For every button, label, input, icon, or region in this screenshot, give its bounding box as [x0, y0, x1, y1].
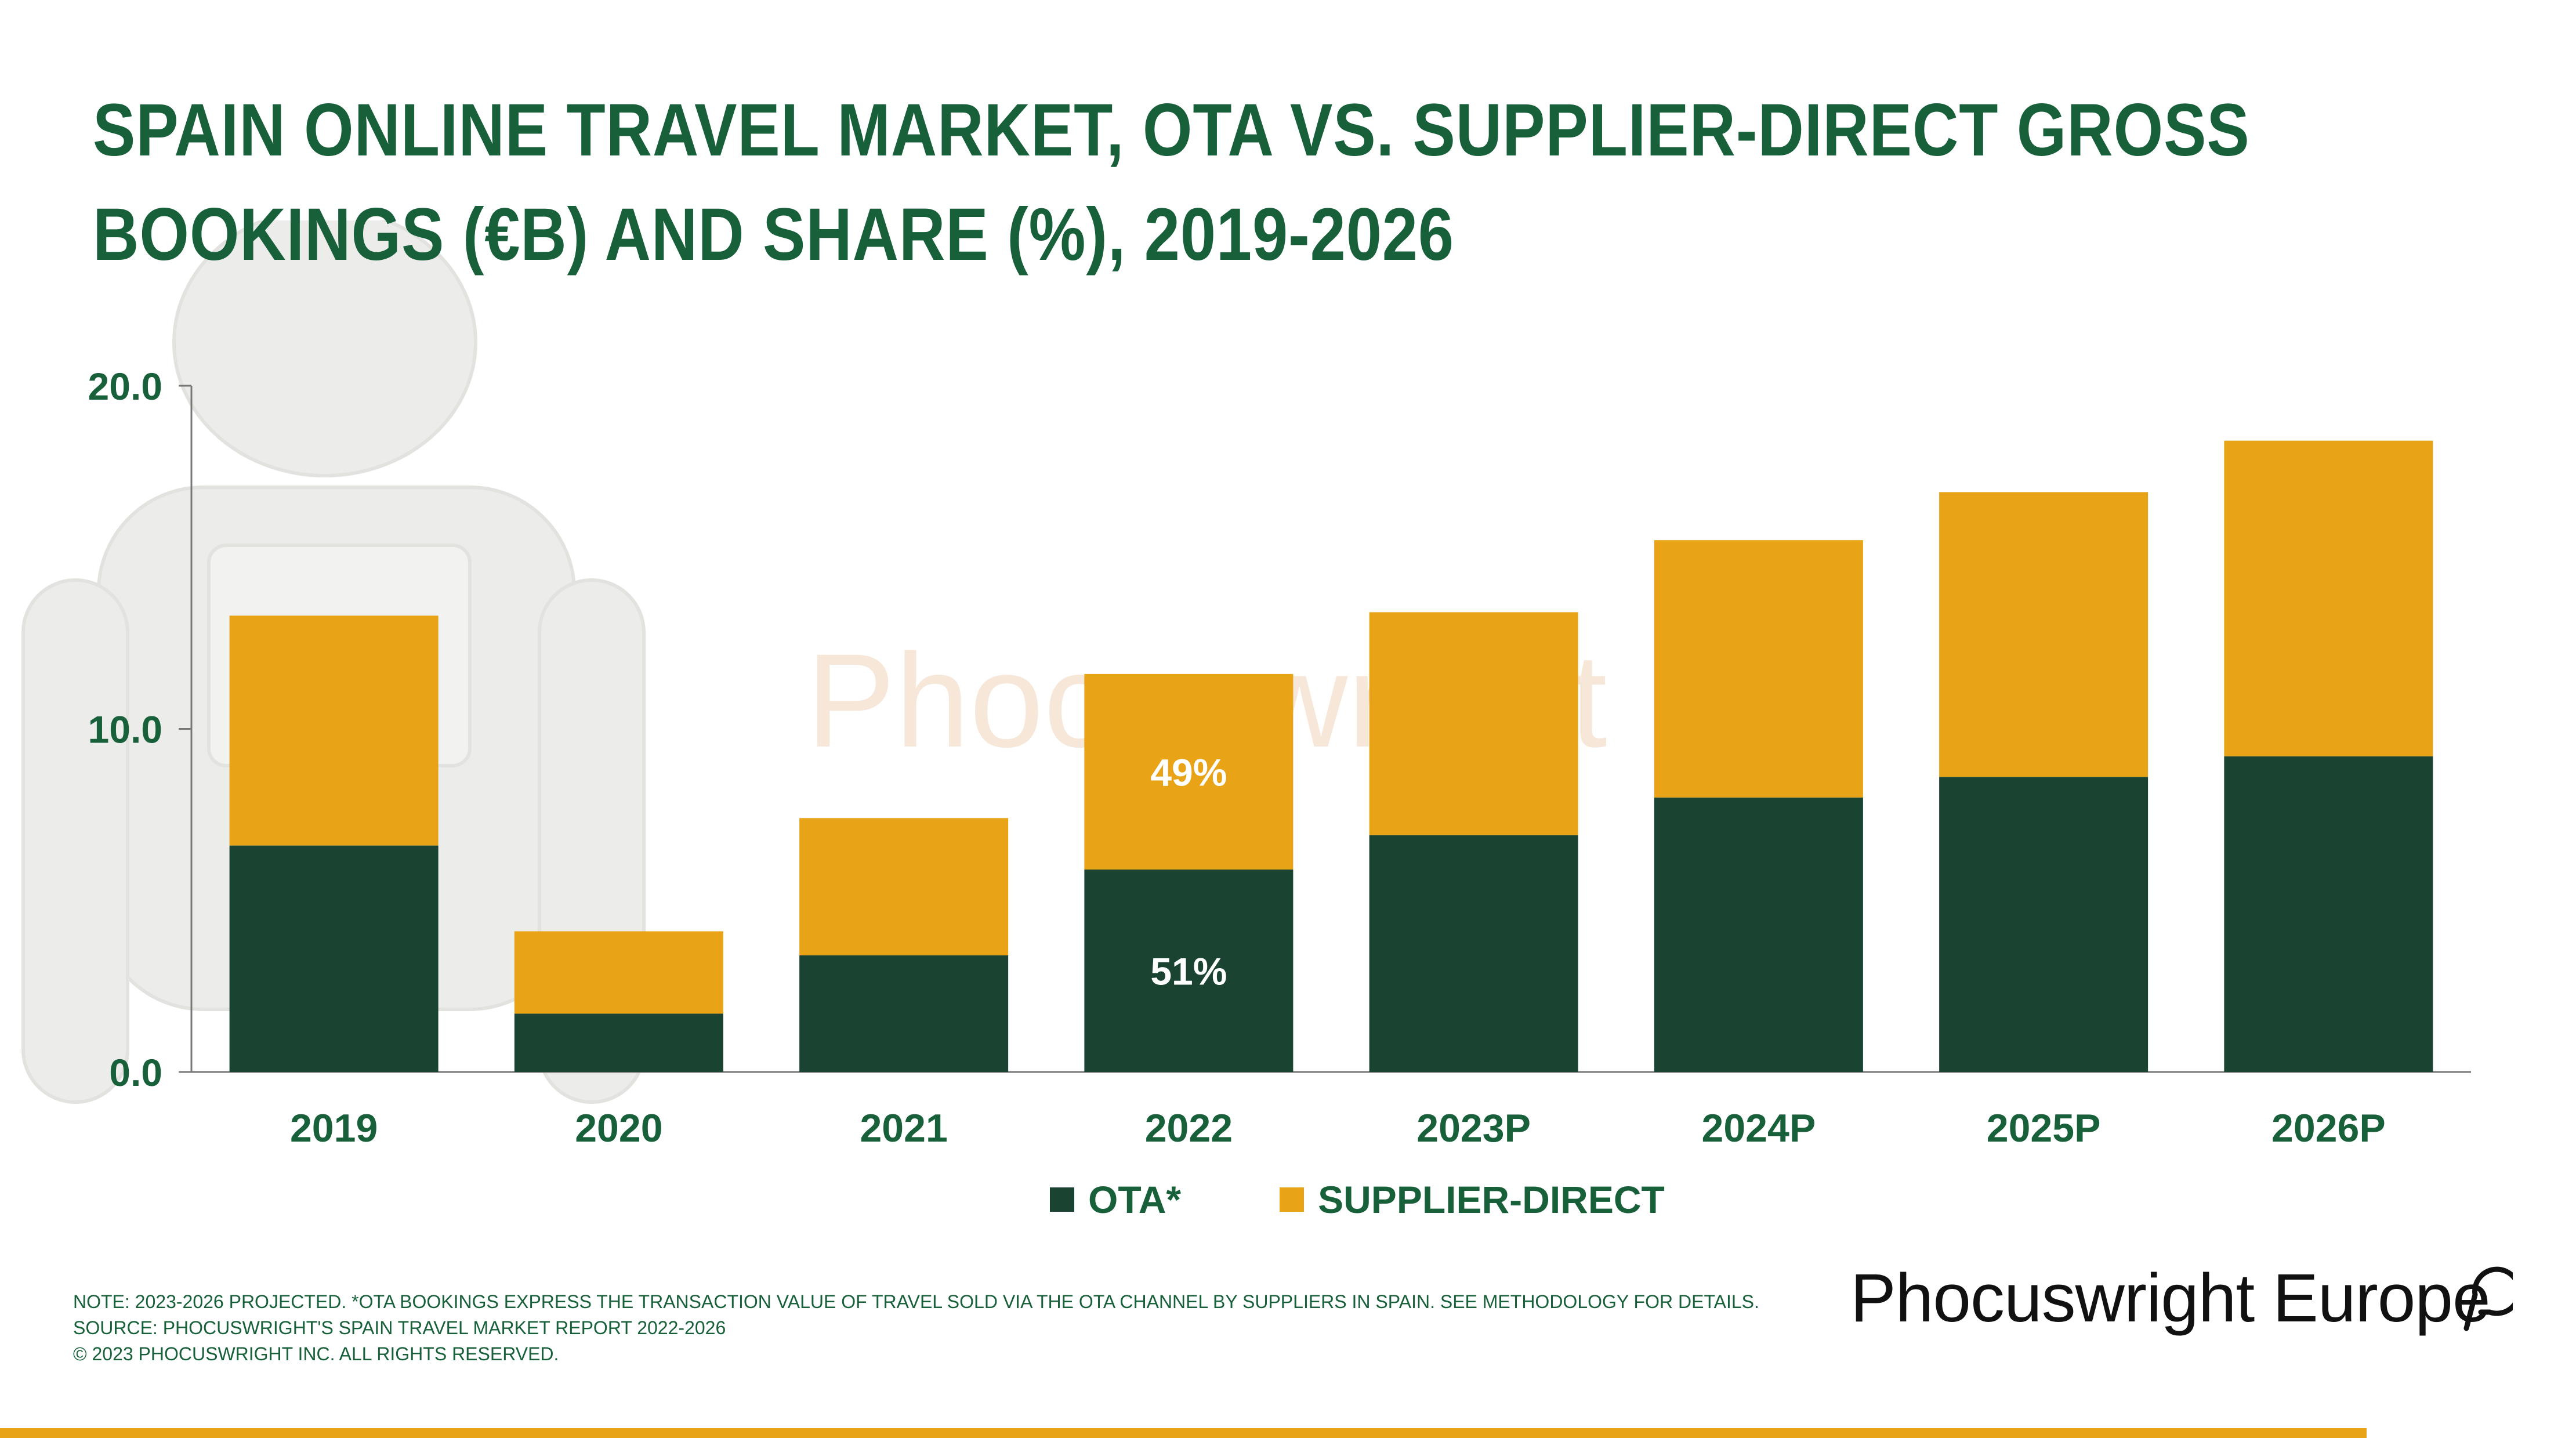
bar-segment-supplier-direct	[229, 615, 439, 846]
x-ticks: 2019 2020 2021 2022 2023P 2024P 2025P 2026P	[290, 1106, 2386, 1150]
title-line-1: SPAIN ONLINE TRAVEL MARKET, OTA VS. SUPP…	[93, 89, 2250, 172]
legend-item-supplier-direct: SUPPLIER-DIRECT	[1280, 1178, 1665, 1222]
legend-item-ota: OTA*	[1050, 1178, 1181, 1222]
brand-logo-text: Phocuswright Europe	[1850, 1260, 2491, 1336]
speech-bubble-logo-icon	[2463, 1266, 2513, 1331]
share-data-label: 51%	[1150, 950, 1227, 993]
bar-segment-ota	[514, 1013, 723, 1072]
page-title: SPAIN ONLINE TRAVEL MARKET, OTA VS. SUPP…	[93, 78, 2250, 287]
x-tick-label: 2019	[290, 1106, 378, 1150]
x-tick-label: 2024P	[1702, 1106, 1816, 1150]
x-tick-label: 2021	[860, 1106, 947, 1150]
bar-segment-supplier-direct	[2224, 440, 2433, 756]
bar-segment-ota	[1654, 797, 1863, 1072]
bar-segment-ota	[1939, 777, 2149, 1072]
bar-segment-ota	[1369, 835, 1578, 1072]
bar-segment-ota	[799, 955, 1009, 1072]
y-ticks: 0.0 10.0 20.0	[88, 365, 191, 1094]
y-tick-label: 10.0	[88, 708, 162, 751]
share-data-label: 49%	[1150, 751, 1227, 794]
x-tick-label: 2022	[1145, 1106, 1233, 1150]
legend: OTA* SUPPLIER-DIRECT	[1050, 1178, 1763, 1222]
bar-segment-supplier-direct	[514, 931, 723, 1014]
bar-segment-ota	[229, 845, 439, 1072]
x-tick-label: 2023P	[1416, 1106, 1531, 1150]
x-tick-label: 2020	[575, 1106, 662, 1150]
x-tick-label: 2026P	[2271, 1106, 2386, 1150]
bar-segment-supplier-direct	[1369, 612, 1578, 835]
y-tick-label: 0.0	[109, 1051, 162, 1094]
bar-segment-supplier-direct	[1939, 492, 2149, 777]
y-tick-label: 20.0	[88, 365, 162, 408]
bar-segment-ota	[2224, 756, 2433, 1072]
bottom-accent-rule	[0, 1428, 2367, 1438]
bar-segment-supplier-direct	[799, 818, 1009, 955]
bars	[229, 440, 2433, 1072]
legend-label-ota: OTA*	[1088, 1178, 1182, 1221]
legend-swatch-ota	[1050, 1187, 1074, 1212]
copyright-line: © 2023 Phocuswright Inc. All Rights Rese…	[73, 1343, 559, 1364]
x-tick-label: 2025P	[1987, 1106, 2101, 1150]
footnotes: Note: 2023-2026 projected. *OTA bookings…	[73, 1289, 1759, 1367]
legend-label-supplier-direct: SUPPLIER-DIRECT	[1318, 1178, 1665, 1221]
bar-segment-supplier-direct	[1654, 540, 1863, 798]
source-line: Source: Phocuswright's Spain Travel Mark…	[73, 1317, 726, 1338]
bar-segment-ota	[1084, 870, 1294, 1072]
data-labels: 51% 49%	[1150, 751, 1227, 993]
title-line-2: BOOKINGS (€B) AND SHARE (%), 2019-2026	[93, 193, 1454, 276]
bar-segment-supplier-direct	[1084, 673, 1294, 870]
note-line: Note: 2023-2026 projected. *OTA bookings…	[73, 1291, 1759, 1312]
legend-swatch-supplier-direct	[1280, 1187, 1305, 1212]
